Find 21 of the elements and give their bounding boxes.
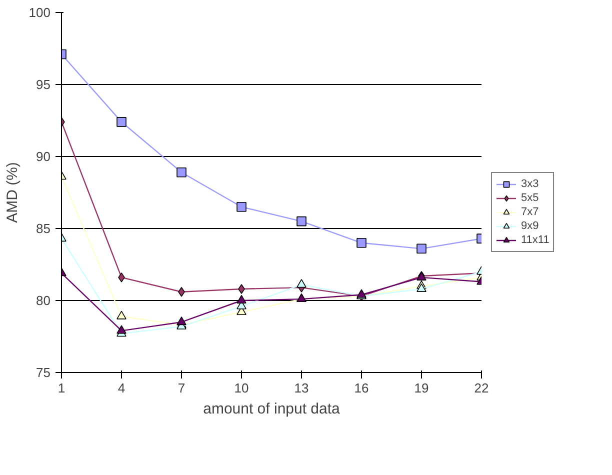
legend-label: 7x7 [521,205,540,219]
x-tick-label: 1 [58,380,66,396]
y-axis-title: AMD (%) [4,162,21,223]
legend-label: 9x9 [521,219,540,233]
x-tick-label: 4 [118,380,126,396]
legend-label: 3x3 [521,177,540,191]
x-axis-title: amount of input data [203,400,341,418]
legend-label: 5x5 [521,191,540,205]
x-tick-label: 10 [234,380,249,396]
y-tick-label: 75 [36,365,51,380]
y-tick-label: 95 [36,77,51,92]
y-tick-label: 85 [36,221,51,236]
y-tick-label: 80 [36,293,51,308]
y-tick-label: 100 [28,5,51,20]
x-tick-label: 16 [354,380,369,396]
y-tick-label: 90 [36,149,51,164]
legend-label: 11x11 [521,233,550,247]
x-tick-label: 7 [178,380,186,396]
x-tick-label: 13 [294,380,309,396]
x-tick-label: 22 [474,380,489,396]
x-tick-label: 19 [414,380,429,396]
